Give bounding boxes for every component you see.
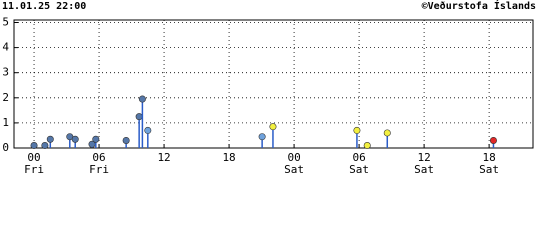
- x-tick-day: Sat: [479, 163, 499, 175]
- x-tick-label: 12: [417, 151, 430, 164]
- x-tick-label: 00: [27, 151, 40, 164]
- marker: [489, 136, 497, 144]
- x-tick-day: Sat: [414, 163, 434, 175]
- marker: [258, 133, 266, 141]
- chart: 11.01.25 22:00 ©Veðurstofa Íslands 01234…: [2, 0, 536, 175]
- marker: [41, 141, 49, 149]
- marker: [92, 135, 100, 143]
- y-tick-label: 1: [2, 116, 9, 129]
- x-tick-label: 18: [222, 151, 235, 164]
- y-tick-label: 5: [2, 16, 9, 29]
- marker: [122, 136, 130, 144]
- marker: [135, 113, 143, 121]
- marker: [71, 135, 79, 143]
- x-tick-label: 06: [352, 151, 365, 164]
- x-tick-day: Fri: [89, 163, 109, 175]
- marker: [30, 141, 38, 149]
- x-tick-label: 18: [482, 151, 495, 164]
- timestamp: 11.01.25 22:00: [2, 1, 86, 12]
- marker: [269, 123, 277, 131]
- x-tick-day: Sat: [349, 163, 369, 175]
- x-tick-label: 00: [287, 151, 300, 164]
- x-tick-label: 12: [157, 151, 170, 164]
- y-tick-label: 4: [2, 41, 9, 54]
- x-tick-label: 06: [92, 151, 105, 164]
- y-tick-label: 3: [2, 66, 9, 79]
- credit: ©Veðurstofa Íslands: [422, 0, 536, 12]
- x-tick-day: Fri: [24, 163, 44, 175]
- marker: [138, 95, 146, 103]
- marker: [144, 126, 152, 134]
- marker: [353, 126, 361, 134]
- marker: [363, 141, 371, 149]
- marker: [46, 135, 54, 143]
- x-tick-day: Sat: [284, 163, 304, 175]
- y-tick-label: 2: [2, 91, 9, 104]
- marker: [383, 129, 391, 137]
- y-tick-label: 0: [2, 141, 9, 154]
